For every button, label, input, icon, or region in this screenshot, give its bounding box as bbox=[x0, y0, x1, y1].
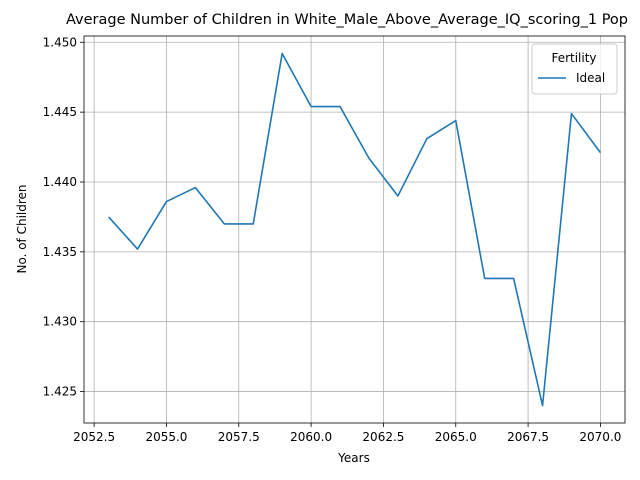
y-tick-label: 1.445 bbox=[43, 105, 77, 119]
y-tick-label: 1.450 bbox=[43, 35, 77, 49]
x-tick-label: 2057.5 bbox=[218, 430, 260, 444]
x-axis-label: Years bbox=[337, 451, 370, 465]
y-tick-label: 1.435 bbox=[43, 245, 77, 259]
y-tick-label: 1.440 bbox=[43, 175, 77, 189]
grid bbox=[84, 36, 625, 423]
x-tick-label: 2062.5 bbox=[362, 430, 404, 444]
series-layer bbox=[107, 52, 602, 407]
x-tick-label: 2055.0 bbox=[145, 430, 187, 444]
x-tick-label: 2065.0 bbox=[435, 430, 477, 444]
legend: Fertility Ideal bbox=[531, 43, 618, 95]
x-tick-label: 2067.5 bbox=[507, 430, 549, 444]
legend-entry: Ideal bbox=[576, 71, 605, 85]
x-tick-label: 2052.5 bbox=[73, 430, 115, 444]
series-line-ideal bbox=[107, 52, 602, 407]
y-tick-label: 1.425 bbox=[43, 385, 77, 399]
chart-title: Average Number of Children in White_Male… bbox=[66, 12, 628, 28]
x-tick-label: 2070.0 bbox=[579, 430, 621, 444]
legend-title: Fertility bbox=[551, 51, 596, 65]
x-tick-label: 2060.0 bbox=[290, 430, 332, 444]
legend-frame bbox=[531, 43, 618, 95]
y-tick-label: 1.430 bbox=[43, 315, 77, 329]
y-axis-label: No. of Children bbox=[15, 184, 29, 273]
axes-frame bbox=[83, 35, 626, 424]
y-axis: 1.425 1.430 1.435 1.440 1.445 1.450 bbox=[43, 35, 84, 399]
x-axis: 2052.5 2055.0 2057.5 2060.0 2062.5 2065.0 2067… bbox=[73, 423, 621, 444]
